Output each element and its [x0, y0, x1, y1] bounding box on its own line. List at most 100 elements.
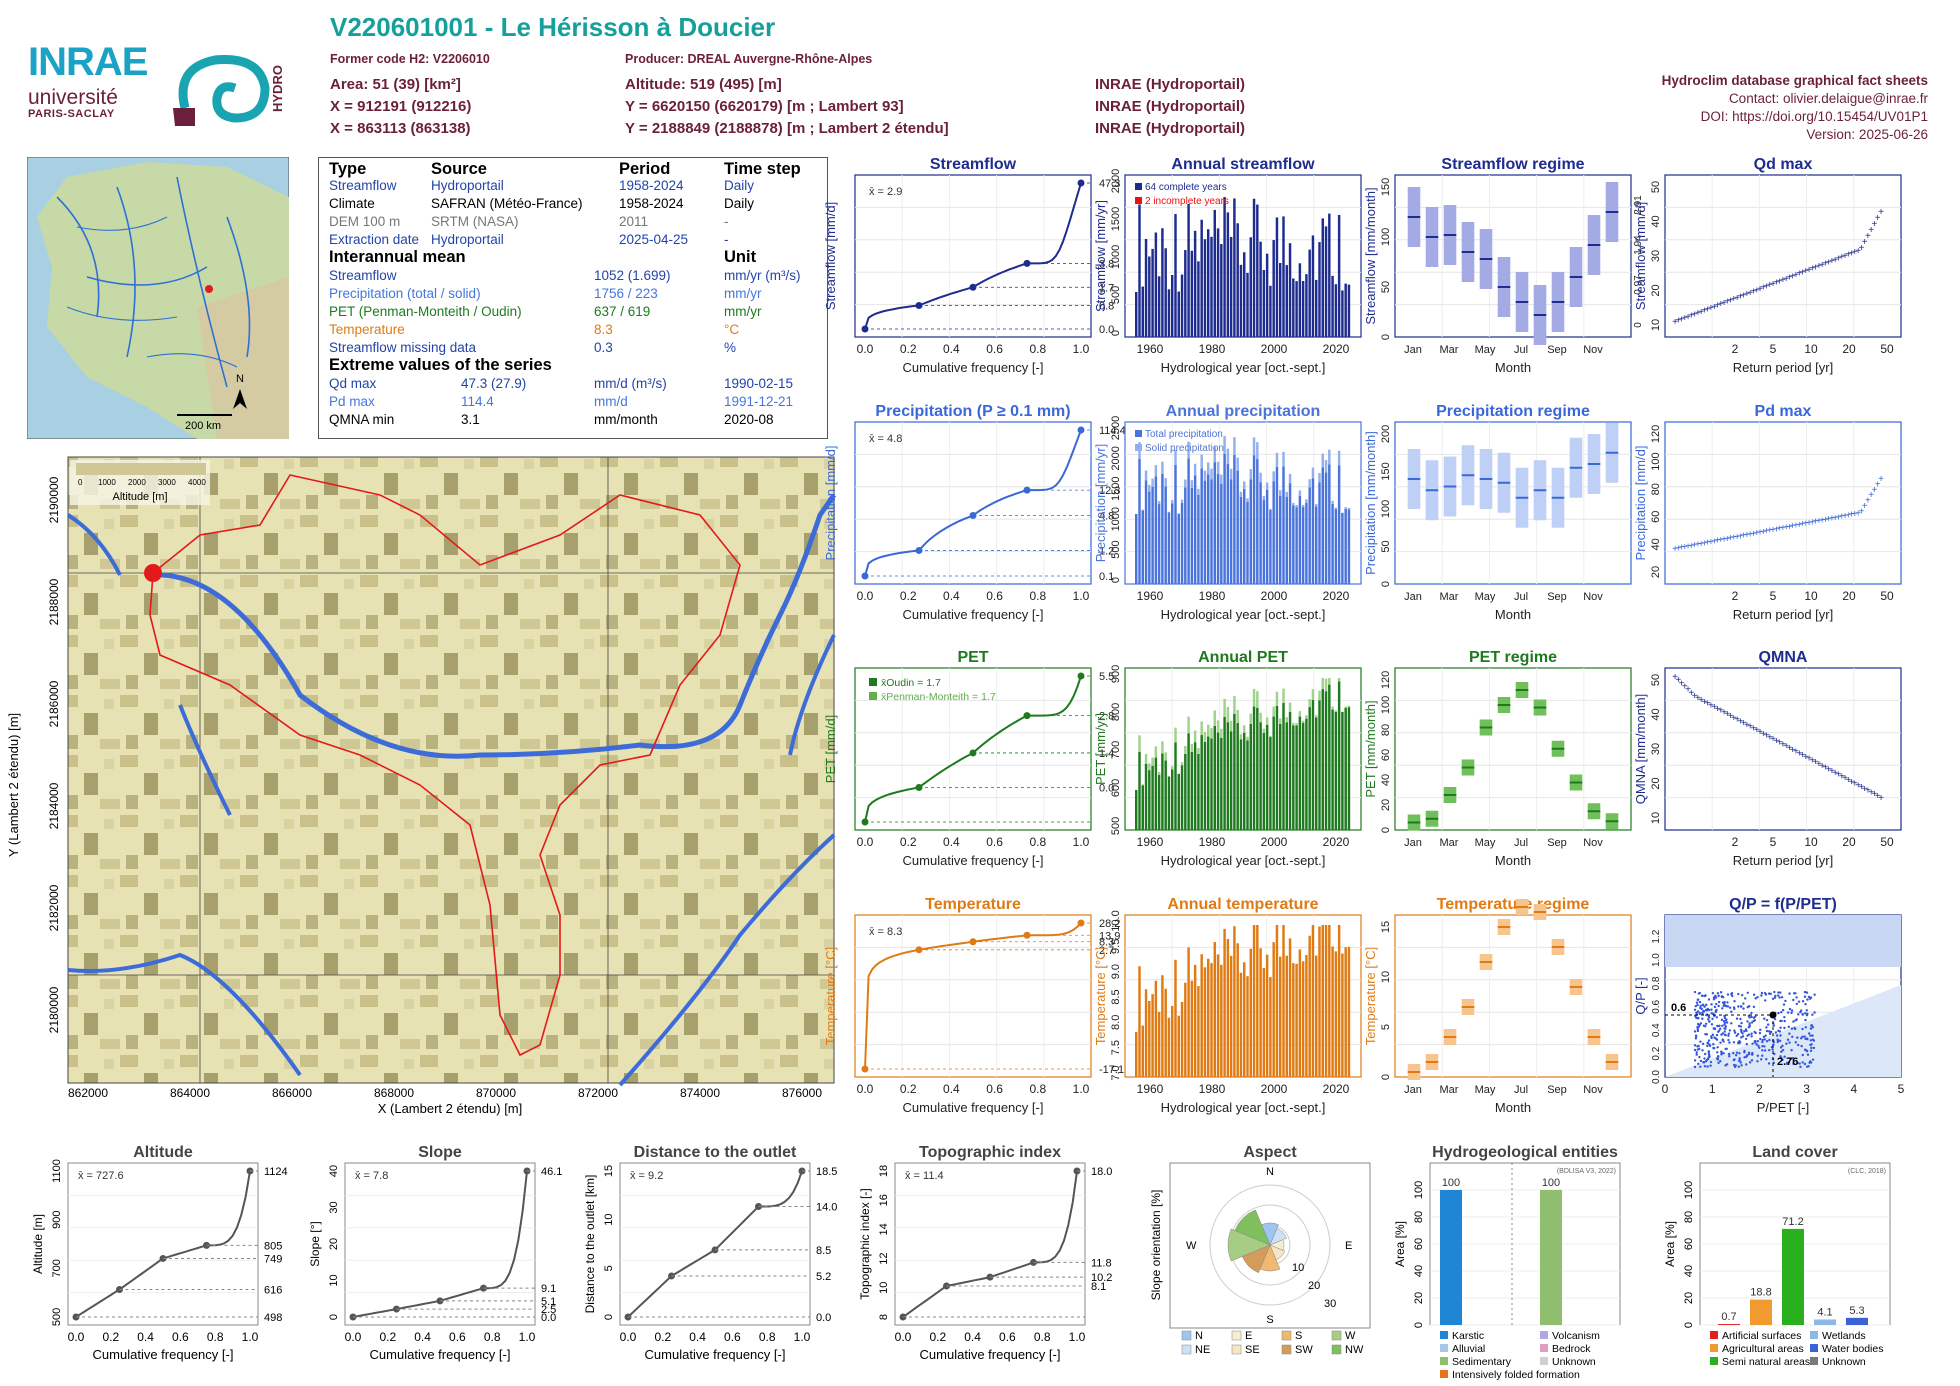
qd_max-point: + — [1836, 254, 1842, 265]
qp-point — [1707, 1056, 1710, 1059]
qp-point — [1740, 1064, 1743, 1067]
pd_max-point: + — [1819, 515, 1825, 526]
pet_cdf-title: PET — [957, 649, 988, 666]
annual_pet-bar2 — [1157, 771, 1161, 775]
qp-point — [1784, 999, 1787, 1003]
pet_cdf-ylabel: PET [mm/d] — [823, 715, 838, 783]
streamflow_cdf-right-tick: 3.8 — [1099, 258, 1114, 270]
qp-point — [1696, 1003, 1699, 1007]
annual_streamflow-bar — [1177, 291, 1180, 337]
qp-point — [1803, 1062, 1807, 1066]
xtick: 0.8 — [1029, 835, 1046, 849]
qp-point — [1785, 1062, 1789, 1065]
qp-point — [1698, 1011, 1701, 1015]
qmna-point: + — [1816, 759, 1822, 770]
qd_max-point: + — [1862, 237, 1868, 248]
doi-link[interactable]: DOI: https://doi.org/10.15454/UV01P1 — [1700, 109, 1928, 124]
annual_pet-bar — [1249, 724, 1252, 830]
qp-point — [1745, 1063, 1748, 1066]
annual_pet-bar2 — [1315, 715, 1318, 718]
streamflow_cdf-point — [861, 325, 869, 333]
annual_pet-bar — [1246, 740, 1249, 830]
annual_precip-bar2 — [1213, 446, 1216, 463]
precip_regime-xtick: May — [1475, 591, 1496, 603]
map-xtick: 876000 — [782, 1086, 822, 1100]
qp-point — [1782, 1003, 1786, 1006]
qp-point — [1732, 1058, 1736, 1062]
temp_regime-title: Temperature regime — [1437, 896, 1590, 913]
distance-ytick: 15 — [603, 1165, 615, 1177]
annual_pet-bar — [1262, 732, 1266, 830]
annual_streamflow-legend-label: 64 complete years — [1145, 182, 1227, 193]
slope-ylabel: Slope [°] — [308, 1221, 322, 1267]
temp_regime-ytick: 5 — [1380, 1024, 1392, 1030]
annual_precip-bar — [1213, 462, 1216, 584]
contact[interactable]: Contact: olivier.delaigue@inrae.fr — [1728, 91, 1928, 106]
qmna-title: QMNA — [1759, 649, 1808, 666]
hydrogeo-legend-label: Intensively folded formation — [1452, 1369, 1580, 1381]
qp-point — [1705, 1003, 1708, 1007]
qp-point — [1696, 1022, 1700, 1026]
precip_regime-xtick: Jan — [1404, 591, 1422, 603]
annual_pet-bar — [1334, 711, 1338, 830]
distance-xtick: 0.2 — [654, 1330, 671, 1344]
qp-point — [1707, 1039, 1711, 1042]
aspect-legend-swatch — [1281, 1344, 1292, 1355]
xtick: 0.2 — [900, 589, 917, 603]
annual_precip-bar — [1295, 507, 1298, 584]
annual_pet-bar — [1272, 716, 1275, 830]
annual_pet-bar2 — [1180, 762, 1184, 766]
annual_pet-bar — [1164, 760, 1167, 830]
pd_max-point: + — [1767, 526, 1773, 537]
qp_ppet-title: Q/P = f(P/PET) — [1729, 896, 1837, 913]
annual_streamflow-bar — [1288, 243, 1292, 337]
qp-point — [1756, 1039, 1760, 1043]
annual_pet-bar2 — [1298, 711, 1302, 717]
landcover-bar — [1782, 1228, 1804, 1325]
extreme-unit: mm/d — [594, 394, 628, 409]
annual_temp-ylabel: Temperature [°C] — [1093, 947, 1108, 1045]
aspect-dir: E — [1345, 1240, 1352, 1252]
precip_cdf-frame — [854, 421, 1092, 585]
pd_max-point: + — [1705, 538, 1711, 549]
qd_max-point: + — [1695, 308, 1701, 319]
qmna-point: + — [1695, 693, 1701, 704]
annual_pet-bar — [1203, 741, 1207, 830]
precip_cdf-point — [1077, 426, 1085, 434]
qp-point — [1797, 1013, 1800, 1016]
annual_pet-bar — [1229, 731, 1233, 830]
streamflow_regime-ytick: 50 — [1380, 281, 1392, 293]
pd_max-point: + — [1862, 501, 1868, 512]
annual_pet-bar — [1305, 718, 1308, 830]
annual_precip-bar2 — [1184, 479, 1187, 488]
pd_max-point: + — [1675, 543, 1681, 554]
qp-point — [1801, 1061, 1804, 1064]
qp-point — [1697, 1025, 1701, 1028]
pd_max-point: + — [1849, 510, 1855, 521]
qp-point — [1765, 1029, 1769, 1033]
annual_pet-bar — [1311, 699, 1315, 830]
annual_temp-bar — [1216, 954, 1220, 1077]
map-ytick: 2184000 — [47, 782, 61, 829]
landcover-ytick: 40 — [1683, 1265, 1695, 1277]
annual_pet-bar2 — [1252, 688, 1256, 707]
annual_pet-bar2 — [1213, 710, 1216, 726]
qp-point — [1813, 993, 1816, 996]
qmna-point: + — [1708, 700, 1714, 711]
qmna-point: + — [1682, 682, 1688, 693]
source-2: INRAE (Hydroportail) — [1095, 98, 1245, 115]
pet_regime-ytick: 60 — [1380, 749, 1392, 761]
annual_precip-bar — [1321, 467, 1324, 584]
qp-point — [1806, 1053, 1810, 1056]
aspect-legend-swatch — [1181, 1330, 1192, 1341]
annual_precip-bar — [1311, 478, 1315, 584]
qp-point — [1710, 1003, 1713, 1006]
qp-point — [1788, 992, 1791, 995]
qp-point — [1768, 1048, 1771, 1052]
qp-point — [1704, 1059, 1708, 1063]
qp-point — [1739, 1061, 1742, 1064]
annual_precip-bar2 — [1315, 504, 1318, 507]
landcover-ytick: 80 — [1683, 1211, 1695, 1223]
annual_streamflow-bar — [1148, 256, 1151, 337]
catchment-map: 0 1000 2000 3000 4000 Altitude [m] 86200… — [6, 456, 837, 1116]
